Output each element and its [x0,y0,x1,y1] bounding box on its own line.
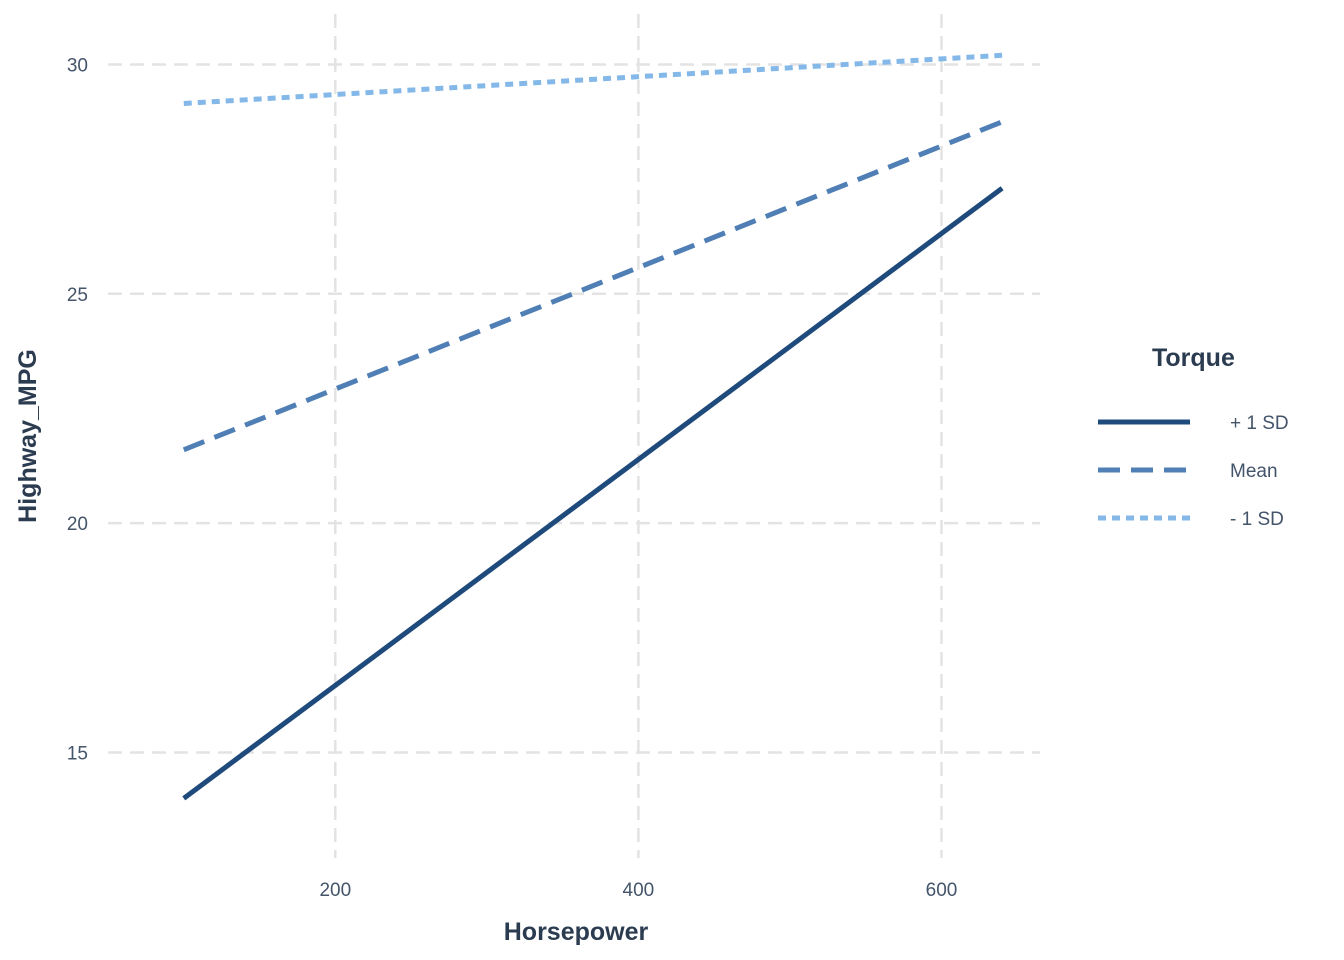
x-tick-label: 200 [319,880,351,901]
legend-items: + 1 SD Mean - 1 SD [1098,413,1289,530]
x-axis-title: Horsepower [504,918,649,946]
legend: Torque + 1 SD Mean - 1 SD [1098,344,1289,530]
y-tick-label: 25 [67,285,88,306]
series-line-2 [182,119,1004,453]
x-tick-label: 600 [926,880,958,901]
series-line-3 [183,52,1003,106]
series-line-1 [182,186,1004,801]
series-lines [182,52,1004,801]
y-tick-label: 15 [67,744,88,765]
x-tick-label: 400 [623,880,655,901]
gridlines [108,14,1040,858]
y-tick-label: 30 [67,55,88,76]
legend-label-3: - 1 SD [1230,509,1284,530]
y-axis-title: Highway_MPG [14,349,42,523]
axis-tick-labels: 15 20 25 30 200 400 600 [67,55,957,901]
legend-label-1: + 1 SD [1230,413,1289,434]
legend-label-2: Mean [1230,461,1278,482]
legend-title: Torque [1152,344,1235,372]
y-tick-label: 20 [67,514,88,535]
